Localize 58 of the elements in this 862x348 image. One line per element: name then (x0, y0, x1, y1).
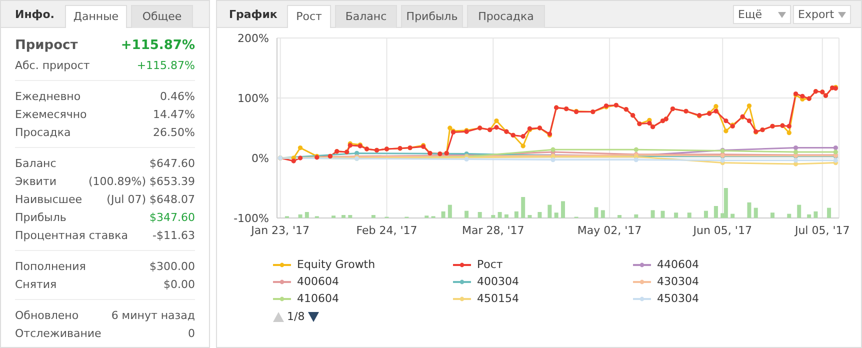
text: $647.60 (150, 156, 195, 170)
category-label: Пополнения (15, 260, 86, 272)
text: $0.00 (164, 278, 195, 290)
text: (Jul 07) $648.07 (106, 192, 195, 206)
category-label: Процентная ставка (15, 228, 128, 242)
text: Export (793, 5, 851, 24)
text: 0.46% (160, 90, 195, 102)
text: (100.89%) $653.39 (88, 174, 195, 188)
category-label: Наивысшее (15, 192, 82, 206)
x-tick-label: Mar 28, '17 (462, 224, 524, 237)
x-tick-label: Jan 23, '17 (250, 224, 310, 237)
text: 14.47% (153, 108, 195, 120)
category-label: Абс. прирост (15, 58, 90, 72)
legend-label: 410604 (297, 292, 339, 305)
text: 26.50% (153, 126, 195, 138)
text: $300.00 (150, 260, 195, 272)
y-tick-label: 0% (252, 152, 269, 165)
text: 6 минут назад (111, 308, 195, 322)
text: +115.87% (120, 38, 195, 52)
text: +115.87% (136, 58, 195, 72)
x-tick-label: Jun 05, '17 (692, 224, 752, 237)
category-label: Ежемесячно (15, 108, 87, 120)
category-label: Ежедневно (15, 90, 81, 102)
category-label: Прирост (15, 38, 78, 52)
chart-title: График (229, 8, 278, 21)
legend-label: 450304 (657, 292, 699, 305)
text: Просадка (467, 5, 545, 28)
legend-label: 400604 (297, 275, 339, 288)
text: $347.60 (150, 210, 195, 224)
category-label: Снятия (15, 278, 57, 290)
legend-label: 440604 (657, 258, 699, 271)
category-label: Эквити (15, 174, 57, 188)
legend-label: Equity Growth (297, 258, 376, 271)
text: Ещё (733, 5, 791, 24)
x-tick-label: May 02, '17 (577, 224, 642, 237)
y-tick-label: 100% (238, 92, 269, 105)
text: Рост (287, 5, 331, 28)
text: -$11.63 (152, 228, 195, 242)
category-label: Просадка (15, 126, 71, 138)
x-tick-label: Feb 24, '17 (356, 224, 418, 237)
y-tick-label: 200% (238, 32, 269, 45)
text: Общее (131, 5, 193, 28)
category-label: Отслеживание (15, 326, 102, 340)
legend-label: 430304 (657, 275, 699, 288)
legend-label: 400304 (477, 275, 519, 288)
text: Прибыль (401, 5, 463, 28)
text: Баланс (335, 5, 397, 28)
category-label: Обновлено (15, 308, 79, 322)
text: 0 (188, 326, 195, 340)
legend-label: Рост (477, 258, 503, 271)
y-tick-label: -100% (234, 212, 269, 225)
text: Инфо. (15, 8, 54, 21)
text: Данные (65, 5, 127, 28)
category-label: Баланс (15, 156, 56, 170)
category-label: Прибыль (15, 210, 66, 224)
x-tick-label: Jul 05, '17 (794, 224, 850, 237)
legend-label: 450154 (477, 292, 519, 305)
text: 1/8 (287, 310, 305, 323)
